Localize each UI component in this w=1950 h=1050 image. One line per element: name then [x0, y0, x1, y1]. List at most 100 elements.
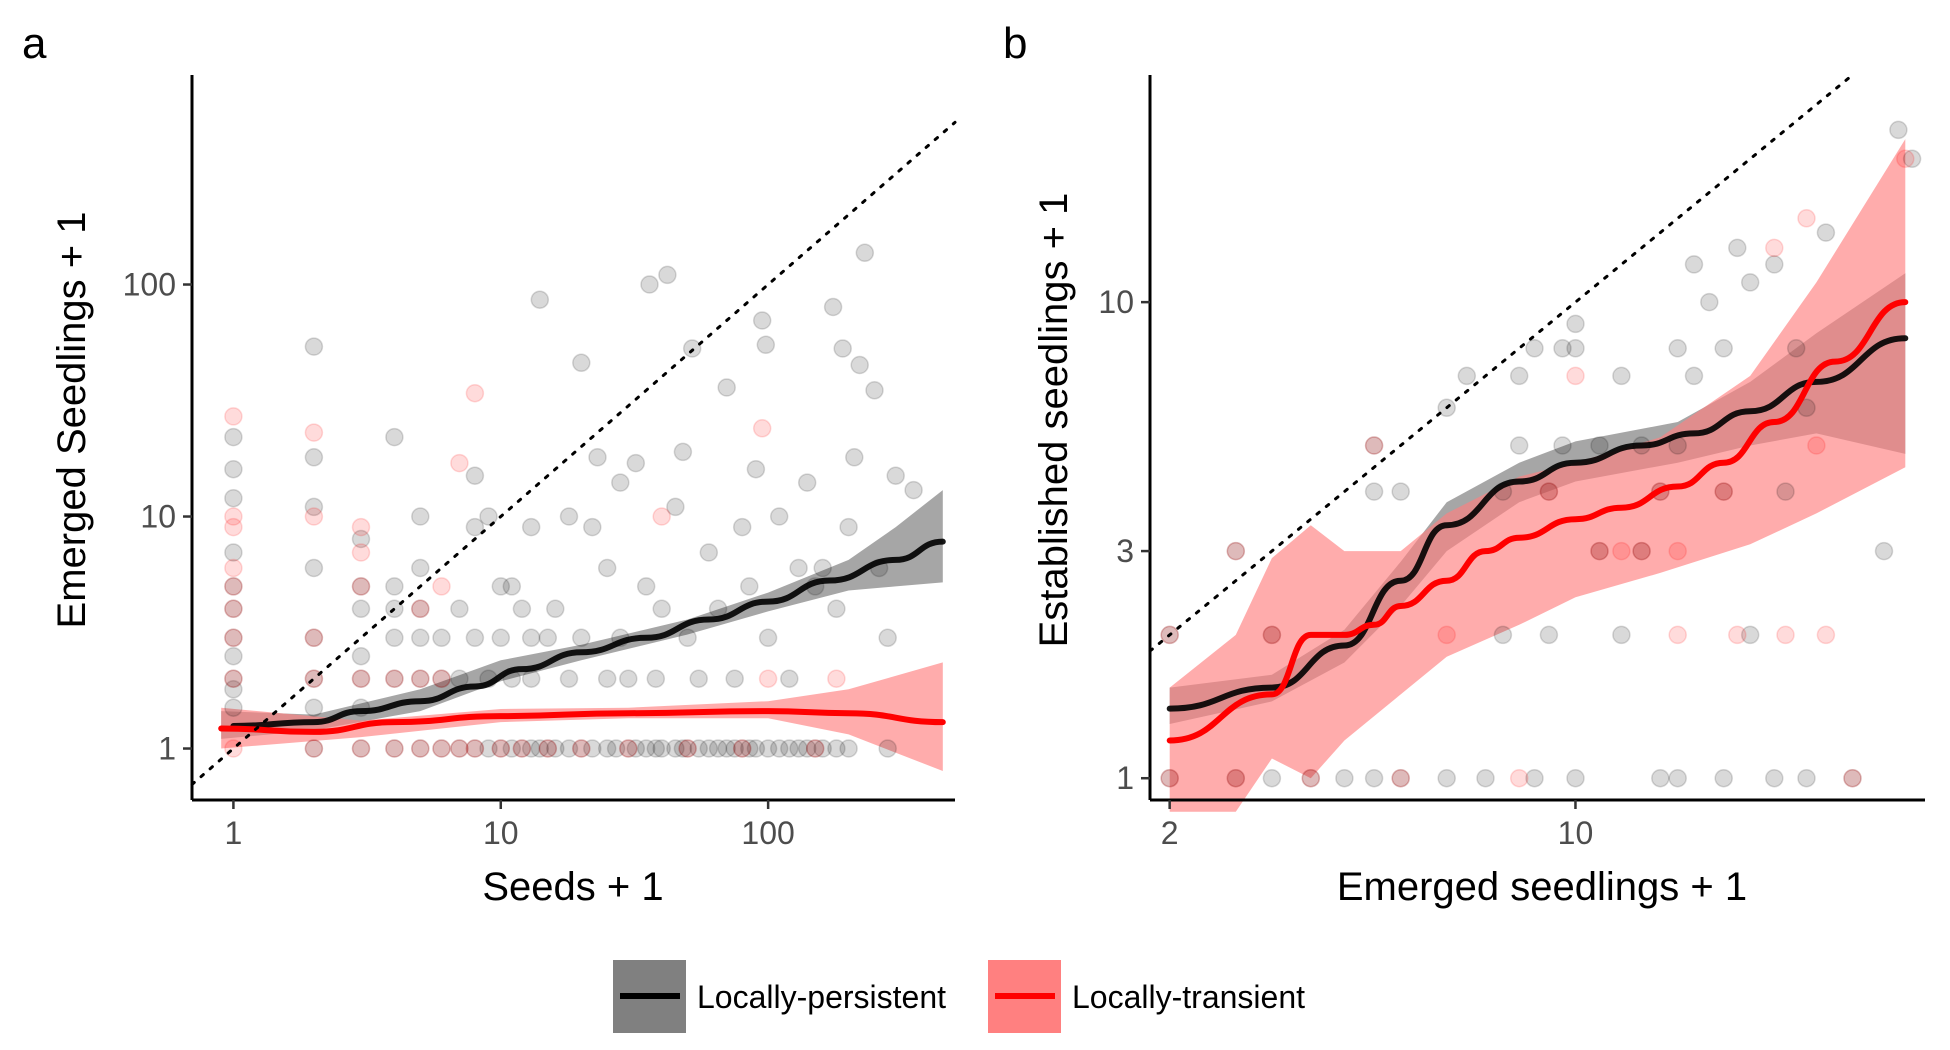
panel-b-y-tick-label: 10: [1098, 284, 1134, 320]
panel-a-point-persistent: [304, 497, 324, 517]
panel-a-point-persistent: [559, 669, 579, 688]
panel-a-point-persistent: [827, 599, 846, 619]
panel-a-point-persistent: [682, 339, 702, 358]
panel-b-point-transient: [1797, 209, 1816, 228]
panel-b-point-persistent: [1786, 339, 1806, 358]
legend-item-persistent: Locally-persistent: [613, 960, 946, 1033]
panel-a-point-persistent: [678, 739, 697, 758]
panel-a-point-persistent: [491, 628, 511, 648]
panel-b-point-transient: [1539, 482, 1559, 501]
panel-a-point-persistent: [224, 646, 243, 666]
panel-b-y-tick-label: 1: [1116, 760, 1134, 796]
panel-a-point-persistent: [904, 480, 923, 500]
panel-a-point-persistent: [224, 698, 243, 717]
panel-a-point-persistent: [717, 378, 736, 397]
panel-a-point-persistent: [805, 739, 825, 758]
panel-a-point-persistent: [351, 646, 371, 666]
panel-a-y-tick-label: 10: [140, 499, 176, 535]
panel-a-point-persistent: [780, 739, 799, 758]
panel-a-point-persistent: [304, 698, 324, 717]
panel-a-point-persistent: [385, 577, 404, 596]
panel-b-point-persistent: [1684, 366, 1704, 386]
panel-b-point-persistent: [1714, 482, 1733, 501]
panel-a-point-persistent: [666, 497, 685, 517]
panel-b-point-persistent: [1364, 768, 1384, 788]
panel-b-point-persistent: [1700, 292, 1719, 312]
panel-b-point-persistent: [1226, 541, 1246, 561]
panel-a-point-transient: [465, 739, 485, 758]
panel-a-point-persistent: [465, 628, 485, 648]
panel-a-point-persistent: [502, 739, 522, 758]
panel-a-point-transient: [432, 577, 451, 596]
panel-a-point-persistent: [491, 739, 511, 758]
panel-a-point-persistent: [521, 628, 541, 648]
panel-b-point-persistent: [1765, 255, 1784, 274]
panel-a-point-transient: [385, 739, 404, 758]
panel-a-point-persistent: [797, 473, 817, 492]
panel-a-point-transient: [351, 739, 371, 758]
panel-a-point-transient: [432, 739, 451, 758]
panel-a-point-persistent: [740, 739, 759, 758]
panel-b-fit-persistent: [1166, 335, 1909, 712]
panel-b-point-persistent: [1566, 768, 1585, 788]
panel-a-point-persistent: [850, 355, 869, 375]
panel-b-point-transient: [1728, 625, 1747, 645]
panel-a-point-persistent: [224, 599, 243, 619]
panel-a-point-persistent: [789, 558, 808, 578]
panel-b-point-persistent: [1509, 436, 1529, 455]
panel-a-point-transient: [224, 407, 243, 426]
panel-a-point-transient: [538, 739, 558, 758]
panel-a-point-persistent: [855, 243, 875, 263]
panel-a-point-transient: [224, 517, 243, 537]
panel-a-point-persistent: [450, 739, 469, 758]
panel-b-point-persistent: [1476, 768, 1495, 788]
panel-a-point-persistent: [224, 427, 243, 447]
panel-a-point-persistent: [732, 739, 752, 758]
panel-b-fits: [1166, 299, 1909, 744]
panel-a-point-transient: [619, 739, 638, 758]
panel-a-point-persistent: [411, 599, 430, 619]
panel-a-point-transient: [758, 669, 778, 688]
panel-a-point-persistent: [583, 517, 602, 537]
panel-b-point-persistent: [1902, 149, 1922, 169]
panel-a-point-persistent: [588, 448, 607, 467]
panel-a-point-persistent: [224, 669, 243, 688]
panel-a-point-persistent: [304, 337, 324, 356]
panel-a-point-transient: [304, 628, 324, 648]
panel-a-y-tick-label: 100: [123, 267, 176, 303]
panel-b-x-tick-label: 10: [1558, 815, 1594, 851]
panel-a-point-transient: [224, 669, 243, 688]
panel-a-point-transient: [224, 558, 243, 578]
panel-b-x-tick-label: 2: [1161, 815, 1179, 851]
panel-b-y-title: Established seedlings + 1: [1032, 193, 1076, 648]
panel-a-point-persistent: [797, 739, 817, 758]
panel-b-point-persistent: [1740, 273, 1760, 292]
panel-b-point-persistent: [1765, 768, 1784, 788]
panel-b-point-persistent: [1262, 768, 1282, 788]
panel-b-point-persistent: [1391, 768, 1410, 788]
panel-a-point-persistent: [385, 669, 404, 688]
panel-a-point-persistent: [538, 628, 558, 648]
panel-b-point-persistent: [1437, 768, 1456, 788]
panel-b-point-transient: [1668, 625, 1687, 645]
panel-b-point-transient: [1668, 541, 1687, 561]
panel-b-point-transient: [1160, 768, 1179, 788]
panel-b-point-transient: [1896, 149, 1915, 169]
panel-a-point-persistent: [502, 577, 522, 596]
panel-a-point-transient: [304, 739, 324, 758]
panel-b-point-persistent: [1684, 255, 1704, 274]
panel-b-point-persistent: [1160, 768, 1179, 788]
panel-a-point-transient: [827, 669, 846, 688]
panel-a-point-persistent: [385, 427, 404, 447]
panel-a-point-persistent: [689, 669, 708, 688]
panel-a-point-transient: [512, 739, 532, 758]
panel-a-identity-line: [190, 120, 957, 786]
panel-a-point-persistent: [304, 448, 324, 467]
panel-b-point-transient: [1262, 625, 1282, 645]
panel-a-point-persistent: [597, 669, 617, 688]
panel-a-point-persistent: [666, 739, 685, 758]
panel-a-point-transient: [351, 543, 371, 562]
panel-a-point-persistent: [479, 739, 498, 758]
panel-b: b 2 10 1 3 10 Emerged seedlings + 1 Establis…: [1003, 19, 1925, 909]
